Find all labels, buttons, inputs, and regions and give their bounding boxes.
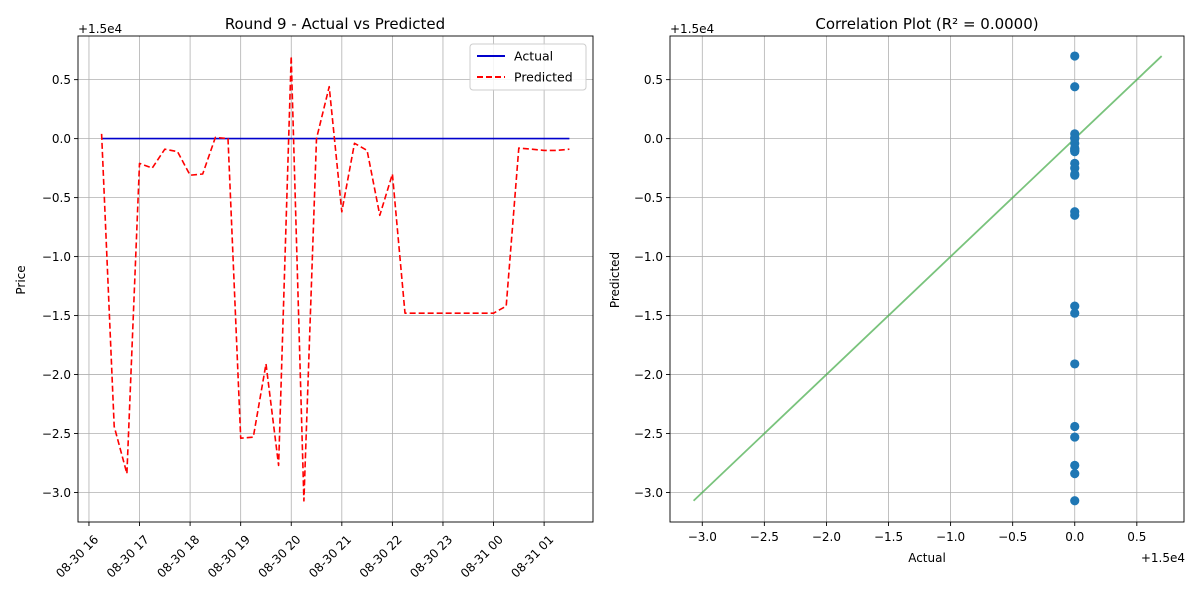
line-series-predicted: [100, 55, 570, 502]
scatter-chart-y-tick-label: −0.5: [634, 191, 663, 205]
scatter-chart-x-tick-label: −0.5: [998, 530, 1027, 544]
scatter-chart-y-tick-label: 0.5: [644, 73, 663, 87]
line-chart-frame: [77, 35, 594, 523]
scatter-chart-x-tick-label: −3.0: [688, 530, 717, 544]
line-chart-y-tick-label: −3.0: [42, 486, 71, 500]
line-chart-offset-label: +1.5e4: [78, 22, 122, 36]
line-chart-legend: Actual Predicted: [469, 43, 587, 91]
scatter-point: [1070, 51, 1080, 61]
scatter-point: [1070, 460, 1080, 470]
scatter-chart-y-offset-label: +1.5e4: [670, 22, 714, 36]
line-chart-grid: [78, 36, 593, 522]
line-chart-y-tick-label: 0.0: [52, 132, 71, 146]
scatter-chart-y-tick-label: −1.5: [634, 309, 663, 323]
scatter-chart-x-tick-label: −1.5: [874, 530, 903, 544]
scatter-chart-x-axis-label: Actual: [908, 551, 946, 565]
scatter-point: [1070, 432, 1080, 442]
scatter-chart-y-tick-label: −2.0: [634, 368, 663, 382]
scatter-chart-x-offset-label: +1.5e4: [1141, 551, 1185, 565]
scatter-point: [1070, 210, 1080, 220]
scatter-point: [1070, 170, 1080, 180]
line-chart-y-tick-label: −1.5: [42, 309, 71, 323]
scatter-chart-x-tick-label: 0.5: [1127, 530, 1146, 544]
scatter-chart: Correlation Plot (R² = 0.0000) +1.5e4 +1…: [608, 15, 1185, 565]
scatter-point: [1070, 147, 1080, 157]
scatter-point: [1070, 469, 1080, 479]
scatter-chart-x-tick-label: 0.0: [1065, 530, 1084, 544]
line-chart-y-axis-label: Price: [14, 265, 28, 294]
scatter-chart-title: Correlation Plot (R² = 0.0000): [815, 15, 1038, 33]
scatter-chart-frame: [669, 35, 1185, 523]
scatter-chart-y-axis-label: Predicted: [608, 252, 622, 308]
legend-actual-label: Actual: [514, 49, 553, 64]
line-chart-y-tick-label: 0.5: [52, 73, 71, 87]
scatter-point: [1070, 421, 1080, 432]
legend-predicted-label: Predicted: [514, 70, 573, 85]
scatter-point: [1070, 301, 1080, 311]
line-chart-y-tick-label: −1.0: [42, 250, 71, 264]
scatter-chart-y-tick-label: −2.5: [634, 427, 663, 441]
scatter-point: [1070, 308, 1080, 318]
scatter-reference-line: [692, 55, 1163, 502]
scatter-point: [1070, 496, 1080, 506]
line-chart-y-tick-label: −0.5: [42, 191, 71, 205]
line-chart-y-tick-label: −2.0: [42, 368, 71, 382]
scatter-chart-x-tick-label: −1.0: [936, 530, 965, 544]
scatter-chart-ticks: 0.5 0.0 −0.5 −1.0 −1.5 −2.0 −2.5 −3.0 −3.0 −2.5 −2…: [634, 73, 1147, 544]
scatter-point: [1070, 82, 1080, 92]
line-chart-title: Round 9 - Actual vs Predicted: [225, 15, 445, 33]
scatter-chart-y-tick-label: −3.0: [634, 486, 663, 500]
scatter-chart-series-layer: [692, 51, 1163, 506]
scatter-point: [1070, 359, 1080, 369]
scatter-chart-x-tick-label: −2.0: [812, 530, 841, 544]
scatter-chart-y-tick-label: −1.0: [634, 250, 663, 264]
scatter-chart-x-tick-label: −2.5: [750, 530, 779, 544]
line-chart-series-layer: [100, 55, 570, 502]
scatter-chart-y-tick-label: 0.0: [644, 132, 663, 146]
line-chart-y-tick-label: −2.5: [42, 427, 71, 441]
